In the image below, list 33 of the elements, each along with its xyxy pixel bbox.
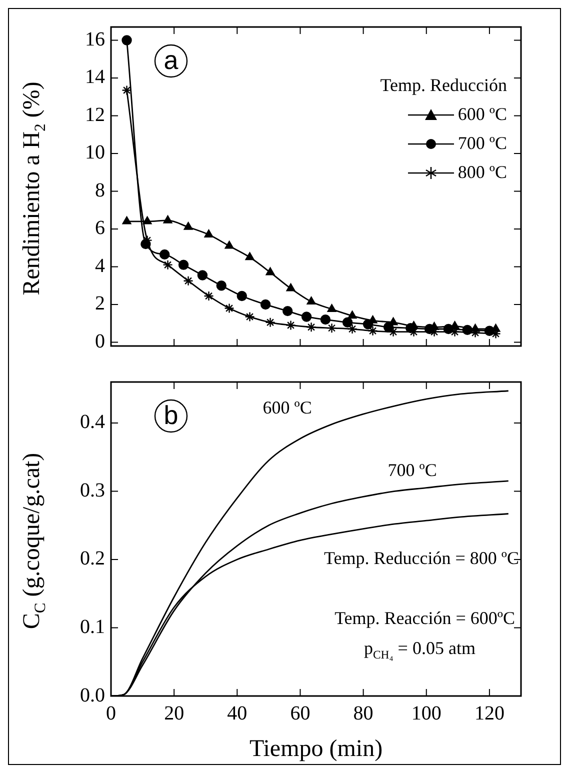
- y-tick-label: 16: [85, 28, 105, 50]
- y-tick-label: 10: [85, 142, 105, 164]
- series-label: 600 ºC: [262, 397, 312, 418]
- y-tick-label: 14: [85, 66, 105, 88]
- x-tick-label: 60: [290, 702, 310, 724]
- x-tick-label: 120: [474, 702, 504, 724]
- annotation: b: [164, 400, 178, 430]
- series-label: 700 ºC: [388, 460, 437, 480]
- legend-label: 700 ºC: [458, 132, 507, 155]
- y-tick-label: 0.2: [80, 548, 105, 570]
- x-tick-label: 80: [353, 702, 374, 724]
- y-axis-title: Rendimiento a H2 (%): [19, 82, 49, 296]
- y-tick-label: 4: [95, 254, 105, 277]
- y-tick-label: 0.1: [80, 616, 105, 638]
- y-tick-label: 2: [95, 292, 105, 315]
- annotation: a: [164, 45, 179, 76]
- y-tick-label: 0: [95, 330, 105, 352]
- legend-label: Temp. Reducción = 800 ºC: [324, 548, 519, 568]
- y-axis-title: CC (g.coque/g.cat): [19, 452, 49, 630]
- legend-label: 600 ºC: [458, 103, 507, 126]
- x-tick-label: 40: [227, 702, 248, 724]
- annotation: Temp. Reacción = 600ºC: [334, 608, 516, 628]
- y-tick-label: 6: [95, 217, 105, 240]
- legend-label: 800 ºC: [458, 161, 507, 184]
- y-tick-label: 0.0: [80, 684, 105, 706]
- x-axis-title: Tiempo (min): [249, 736, 383, 762]
- y-tick-label: 12: [85, 104, 105, 126]
- y-tick-label: 0.4: [80, 411, 105, 434]
- y-tick-label: 0.3: [80, 479, 105, 502]
- x-tick-label: 100: [411, 702, 442, 724]
- legend-title: Temp. Reducción: [380, 74, 507, 97]
- y-tick-label: 8: [95, 179, 105, 202]
- x-tick-label: 20: [164, 702, 184, 724]
